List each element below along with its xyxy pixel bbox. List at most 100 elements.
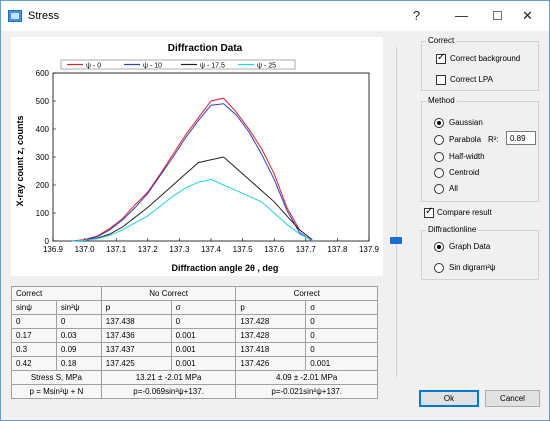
col-header-p: p [100, 300, 172, 315]
table-cell: 0.001 [170, 328, 237, 343]
table-cell: 0.001 [170, 342, 237, 357]
cancel-button[interactable]: Cancel [485, 390, 540, 407]
method-gaussian-label[interactable]: Gaussian [449, 118, 483, 127]
table-cell: 0 [305, 314, 378, 329]
legend-label: ψ - 0 [86, 63, 101, 70]
table-row[interactable]: 0.17 0.03 137.436 0.001 137.428 0 [11, 328, 378, 343]
legend-label: ψ - 17.5 [200, 63, 225, 70]
table-cell: 137.428 [235, 314, 307, 329]
stress-no-correct-value: 13.21 ± -2.01 MPa [100, 370, 237, 385]
correct-background-checkbox[interactable] [436, 52, 446, 64]
series-line-0 [71, 97, 313, 242]
table-cell: 0.3 [11, 342, 57, 357]
table-cell: 0.18 [55, 356, 102, 371]
table-cell: 137.437 [100, 342, 172, 357]
x-axis-label: Diffraction angle 2θ , deg [172, 263, 279, 273]
legend-label: ψ - 25 [257, 63, 276, 70]
table-cell: 0.03 [55, 328, 102, 343]
sin-diagram-radio[interactable] [434, 263, 444, 273]
maximize-button[interactable]: ☐ [492, 9, 503, 23]
x-tick-label: 137.9 [359, 245, 380, 254]
correct-lpa-label[interactable]: Correct LPA [450, 75, 493, 84]
table-column-header-row: sinψ sin²ψ p σ p σ [11, 300, 378, 315]
correct-background-label[interactable]: Correct background [450, 54, 521, 63]
method-halfwidth-radio[interactable] [434, 152, 444, 162]
method-all-radio[interactable] [434, 184, 444, 194]
method-group-title: Method [426, 96, 457, 105]
formula-label: p = Msin²ψ + N [11, 384, 102, 399]
y-tick-label: 100 [36, 209, 50, 218]
table-row[interactable]: 0.42 0.18 137.425 0.001 137.426 0.001 [11, 356, 378, 371]
col-header-sin: sinψ [11, 300, 57, 315]
sin-diagram-label[interactable]: Sin digram²ψ [449, 263, 496, 272]
vertical-slider[interactable] [388, 37, 405, 377]
y-tick-label: 0 [45, 237, 50, 246]
table-cell: 137.426 [235, 356, 307, 371]
series-line-1 [71, 103, 313, 242]
col-header-p-2: p [235, 300, 307, 315]
table-cell: 0.09 [55, 342, 102, 357]
table-cell: 0.001 [170, 356, 237, 371]
series-layer [71, 97, 313, 242]
chart-title: Diffraction Data [168, 43, 243, 54]
x-tick-label: 137.5 [233, 245, 254, 254]
results-table: Correct No Correct Correct sinψ sin²ψ p … [11, 286, 378, 399]
slider-thumb[interactable] [390, 237, 402, 244]
series-line-3 [71, 178, 313, 242]
table-cell: 137.428 [235, 328, 307, 343]
table-row[interactable]: 0 0 137.438 0 137.428 0 [11, 314, 378, 329]
table-cell: 137.425 [100, 356, 172, 371]
table-cell: 0 [55, 314, 102, 329]
x-tick-label: 137.0 [75, 245, 96, 254]
method-gaussian-radio[interactable] [434, 118, 444, 128]
title-bar: Stress ? — ☐ ✕ [1, 1, 549, 31]
correct-groupbox: Correct Correct background Correct LPA [421, 36, 539, 91]
method-groupbox: Method Gaussian Parabola R²: 0.89 Half-w… [421, 96, 539, 202]
formula-correct-value: p=-0.021sin²ψ+137. [235, 384, 378, 399]
col-header-sigma: σ [170, 300, 237, 315]
close-button[interactable]: ✕ [522, 8, 533, 23]
table-cell: 0 [305, 328, 378, 343]
stress-row: Stress S, MPa 13.21 ± -2.01 MPa 4.09 ± -… [11, 370, 378, 385]
x-tick-label: 137.6 [264, 245, 285, 254]
compare-result-checkbox[interactable] [424, 206, 434, 218]
method-parabola-label[interactable]: Parabola [449, 135, 482, 144]
table-cell: 0 [170, 314, 237, 329]
table-cell: 0.001 [305, 356, 378, 371]
group-header-correct: Correct [11, 286, 102, 301]
method-centroid-label[interactable]: Centroid [449, 168, 480, 177]
correct-lpa-checkbox[interactable] [436, 75, 446, 85]
ok-button[interactable]: Ok [419, 390, 479, 407]
r2-input[interactable]: 0.89 [506, 131, 536, 145]
method-parabola-radio[interactable] [434, 135, 444, 145]
diffractionline-group-title: Diffractionline [426, 225, 479, 234]
col-header-sin2: sin²ψ [55, 300, 102, 315]
formula-row: p = Msin²ψ + N p=-0.069sin²ψ+137. p=-0.0… [11, 384, 378, 399]
table-cell: 0.42 [11, 356, 57, 371]
col-header-sigma-2: σ [305, 300, 378, 315]
group-header-no-correct: No Correct [100, 286, 237, 301]
stress-correct-value: 4.09 ± -2.01 MPa [235, 370, 378, 385]
method-all-label[interactable]: All [449, 184, 458, 193]
x-tick-label: 137.3 [169, 245, 190, 254]
x-tick-label: 137.4 [201, 245, 222, 254]
window-title: Stress [28, 10, 60, 22]
minimize-button[interactable]: — [455, 8, 468, 23]
method-centroid-radio[interactable] [434, 168, 444, 178]
graph-data-label[interactable]: Graph Data [449, 242, 491, 251]
plot-area [52, 72, 370, 242]
graph-data-radio[interactable] [434, 242, 444, 252]
stress-label: Stress S, MPa [11, 370, 102, 385]
help-button[interactable]: ? [412, 8, 421, 23]
axis-ticks: 136.9 137.0 137.1 137.2 137.3 137.4 137.5 137.6… [36, 69, 380, 254]
correct-group-title: Correct [426, 36, 457, 45]
table-cell: 0 [305, 342, 378, 357]
method-halfwidth-label[interactable]: Half-width [449, 152, 485, 161]
compare-result-label[interactable]: Compare result [437, 208, 492, 217]
table-row[interactable]: 0.3 0.09 137.437 0.001 137.418 0 [11, 342, 378, 357]
diffractionline-groupbox: Diffractionline Graph Data Sin digram²ψ [421, 225, 539, 280]
table-cell: 137.436 [100, 328, 172, 343]
y-tick-label: 500 [36, 97, 50, 106]
